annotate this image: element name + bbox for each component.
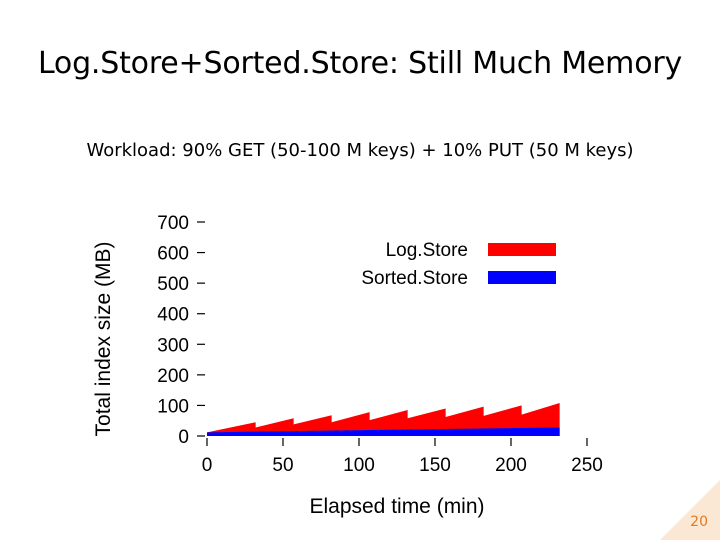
- legend-label: Sorted.Store: [361, 268, 468, 289]
- x-tick-label: 50: [272, 455, 293, 476]
- x-tick-label: 250: [571, 455, 603, 476]
- legend-label: Log.Store: [386, 240, 468, 261]
- y-axis-title: Total index size (MB): [92, 242, 115, 437]
- plot-area: [207, 402, 560, 436]
- x-tick-label: 150: [419, 455, 451, 476]
- legend-swatch: [488, 271, 556, 284]
- x-tick-label: 100: [343, 455, 375, 476]
- series-area-logstore: [207, 402, 560, 436]
- legend: Log.Store Sorted.Store: [361, 240, 556, 289]
- x-tick-label: 0: [202, 455, 213, 476]
- y-tick-label: 700: [157, 213, 189, 234]
- slide-title: Log.Store+Sorted.Store: Still Much Memor…: [37, 46, 683, 81]
- x-axis-title: Elapsed time (min): [309, 495, 484, 518]
- legend-swatch: [488, 243, 556, 256]
- series-area-sortedstore: [207, 427, 560, 436]
- y-tick-label: 600: [157, 244, 189, 265]
- y-tick-label: 200: [157, 366, 189, 387]
- y-tick-label: 0: [178, 427, 189, 448]
- corner-accent: [660, 480, 720, 540]
- y-tick-label: 300: [157, 335, 189, 356]
- y-tick-label: 100: [157, 396, 189, 417]
- y-tick-label: 500: [157, 274, 189, 295]
- x-tick-label: 200: [495, 455, 527, 476]
- slide-subtitle: Workload: 90% GET (50-100 M keys) + 10% …: [86, 140, 634, 161]
- axes: 0 100 200 300 400 500 600 700 0 50 100 150 200 250: [157, 213, 603, 476]
- y-tick-label: 400: [157, 305, 189, 326]
- page-number: 20: [690, 514, 708, 530]
